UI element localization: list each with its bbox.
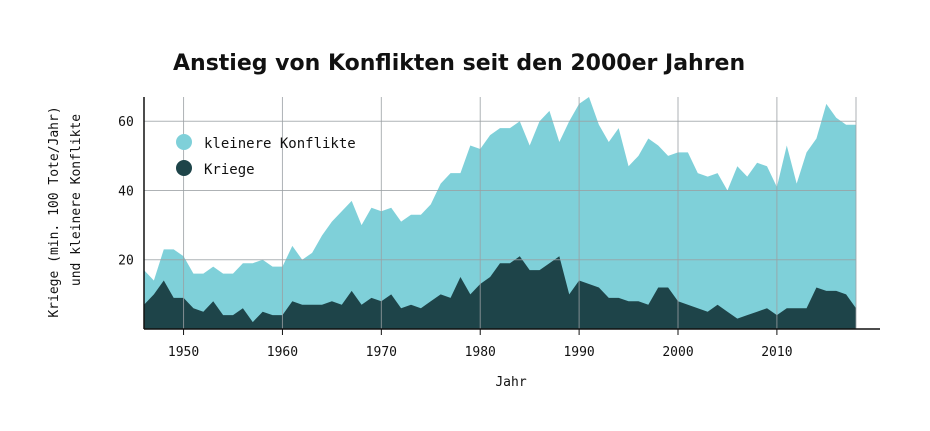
- x-tick-label-1950: 1950: [168, 345, 199, 360]
- legend-label-kriege: Kriege: [204, 162, 255, 178]
- y-tick-labels: 20 40 60: [118, 115, 134, 269]
- y-tick-label-40: 40: [118, 184, 134, 199]
- x-tick-label-1980: 1980: [465, 345, 496, 360]
- y-axis-label-line2: und kleinere Konflikte: [69, 114, 84, 286]
- y-tick-label-20: 20: [118, 254, 134, 269]
- x-tick-label-1970: 1970: [366, 345, 397, 360]
- chart-title: Anstieg von Konflikten seit den 2000er J…: [173, 51, 745, 76]
- legend-swatch-kriege: [176, 160, 192, 176]
- x-tick-label-2010: 2010: [761, 345, 792, 360]
- x-tick-label-1990: 1990: [563, 345, 594, 360]
- plot-areas: [144, 97, 856, 329]
- legend-label-kleinere-konflikte: kleinere Konflikte: [204, 136, 356, 152]
- x-tick-label-1960: 1960: [267, 345, 298, 360]
- legend-swatch-kleinere-konflikte: [176, 134, 192, 150]
- legend: kleinere Konflikte Kriege: [176, 134, 356, 178]
- y-tick-label-60: 60: [118, 115, 134, 130]
- x-tick-labels: 1950 1960 1970 1980 1990 2000 2010: [168, 345, 793, 360]
- x-axis-label: Jahr: [495, 375, 526, 390]
- axes: [143, 97, 880, 335]
- y-axis-label-line1: Kriege (min. 100 Tote/Jahr): [47, 106, 62, 317]
- x-tick-label-2000: 2000: [662, 345, 693, 360]
